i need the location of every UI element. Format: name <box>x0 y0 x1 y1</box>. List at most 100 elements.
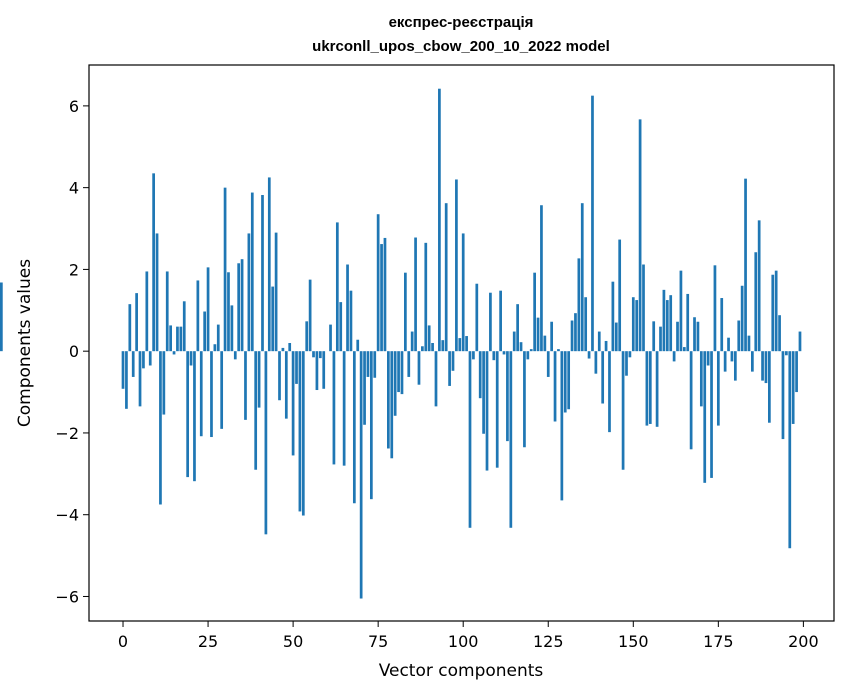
bar <box>499 290 502 352</box>
bar <box>335 222 339 352</box>
bar <box>669 295 673 352</box>
bar <box>506 351 509 442</box>
bar <box>172 351 176 355</box>
bar <box>206 267 210 352</box>
bar <box>434 351 438 407</box>
bar <box>720 298 724 352</box>
bar <box>597 331 601 352</box>
bar <box>489 292 492 352</box>
y-axis-label: Components values <box>15 259 35 427</box>
bar <box>281 347 285 352</box>
bar <box>584 297 588 352</box>
bar <box>155 233 159 352</box>
bar <box>135 293 138 352</box>
bar <box>618 239 622 352</box>
bar <box>580 203 584 352</box>
bar <box>203 311 207 352</box>
bar <box>230 305 234 352</box>
bar <box>387 351 390 449</box>
bar <box>189 351 193 366</box>
bar <box>421 346 424 352</box>
bar <box>716 351 720 426</box>
y-tick-label: −4 <box>55 506 79 525</box>
bar <box>305 321 309 352</box>
bar <box>247 233 251 352</box>
bar <box>540 205 543 352</box>
chart-subtitle: ukrconll_upos_cbow_200_10_2022 model <box>312 38 610 55</box>
bar <box>213 344 217 352</box>
bar <box>798 331 802 352</box>
bar <box>703 351 707 483</box>
bar <box>516 304 519 352</box>
bar <box>478 351 482 399</box>
bar <box>645 351 649 426</box>
bar <box>288 343 292 352</box>
bar <box>628 351 632 358</box>
bar <box>128 304 132 352</box>
bar <box>635 300 639 352</box>
bar <box>533 272 536 352</box>
bar <box>679 270 683 352</box>
bar <box>244 351 247 420</box>
bar <box>308 279 312 352</box>
bar <box>393 351 397 416</box>
bar <box>519 342 523 352</box>
bar <box>761 351 764 381</box>
bar <box>791 351 795 424</box>
bar <box>271 286 275 352</box>
bar <box>693 317 696 352</box>
x-tick-label: 125 <box>533 632 564 651</box>
bar <box>495 351 499 468</box>
bar <box>264 351 268 535</box>
plot-frame <box>88 64 835 622</box>
bar <box>152 173 155 352</box>
bar <box>611 281 615 352</box>
bar <box>737 320 741 352</box>
x-tick-label: 100 <box>448 632 479 651</box>
bar <box>366 351 370 377</box>
bar <box>631 297 635 352</box>
bar <box>601 351 605 404</box>
y-tick-label: −2 <box>55 424 79 443</box>
bar <box>455 179 458 352</box>
y-tick-label: −6 <box>55 587 79 606</box>
bar <box>417 351 421 385</box>
bar <box>448 351 451 386</box>
bar <box>458 338 462 352</box>
bar <box>764 351 768 384</box>
bar <box>546 351 550 377</box>
bar <box>768 351 771 423</box>
bar <box>648 351 652 424</box>
bar <box>461 233 465 352</box>
chart-title: експрес-реєстрація <box>389 14 534 31</box>
bars-group <box>0 88 802 599</box>
bar <box>186 351 190 478</box>
bar <box>655 351 659 427</box>
bar <box>730 351 734 362</box>
bar <box>492 351 496 361</box>
bar <box>210 351 213 438</box>
bar <box>676 321 679 352</box>
bar <box>788 351 792 549</box>
bar <box>148 351 152 366</box>
bar <box>686 293 690 352</box>
bar <box>574 313 577 352</box>
bar <box>662 289 666 352</box>
bar <box>625 351 628 376</box>
bar <box>713 265 717 352</box>
bar <box>465 336 468 352</box>
bar <box>577 258 581 352</box>
bar <box>373 351 377 378</box>
bar <box>795 351 798 393</box>
bar <box>757 220 761 352</box>
bar <box>159 351 162 505</box>
bar <box>560 351 564 501</box>
y-axis: −6 −4 −2 0 2 4 6 <box>55 97 89 606</box>
bar <box>390 351 394 459</box>
bar <box>659 326 662 352</box>
bar <box>329 324 332 352</box>
bar <box>237 263 241 352</box>
bar <box>257 351 261 408</box>
bar <box>291 351 295 456</box>
